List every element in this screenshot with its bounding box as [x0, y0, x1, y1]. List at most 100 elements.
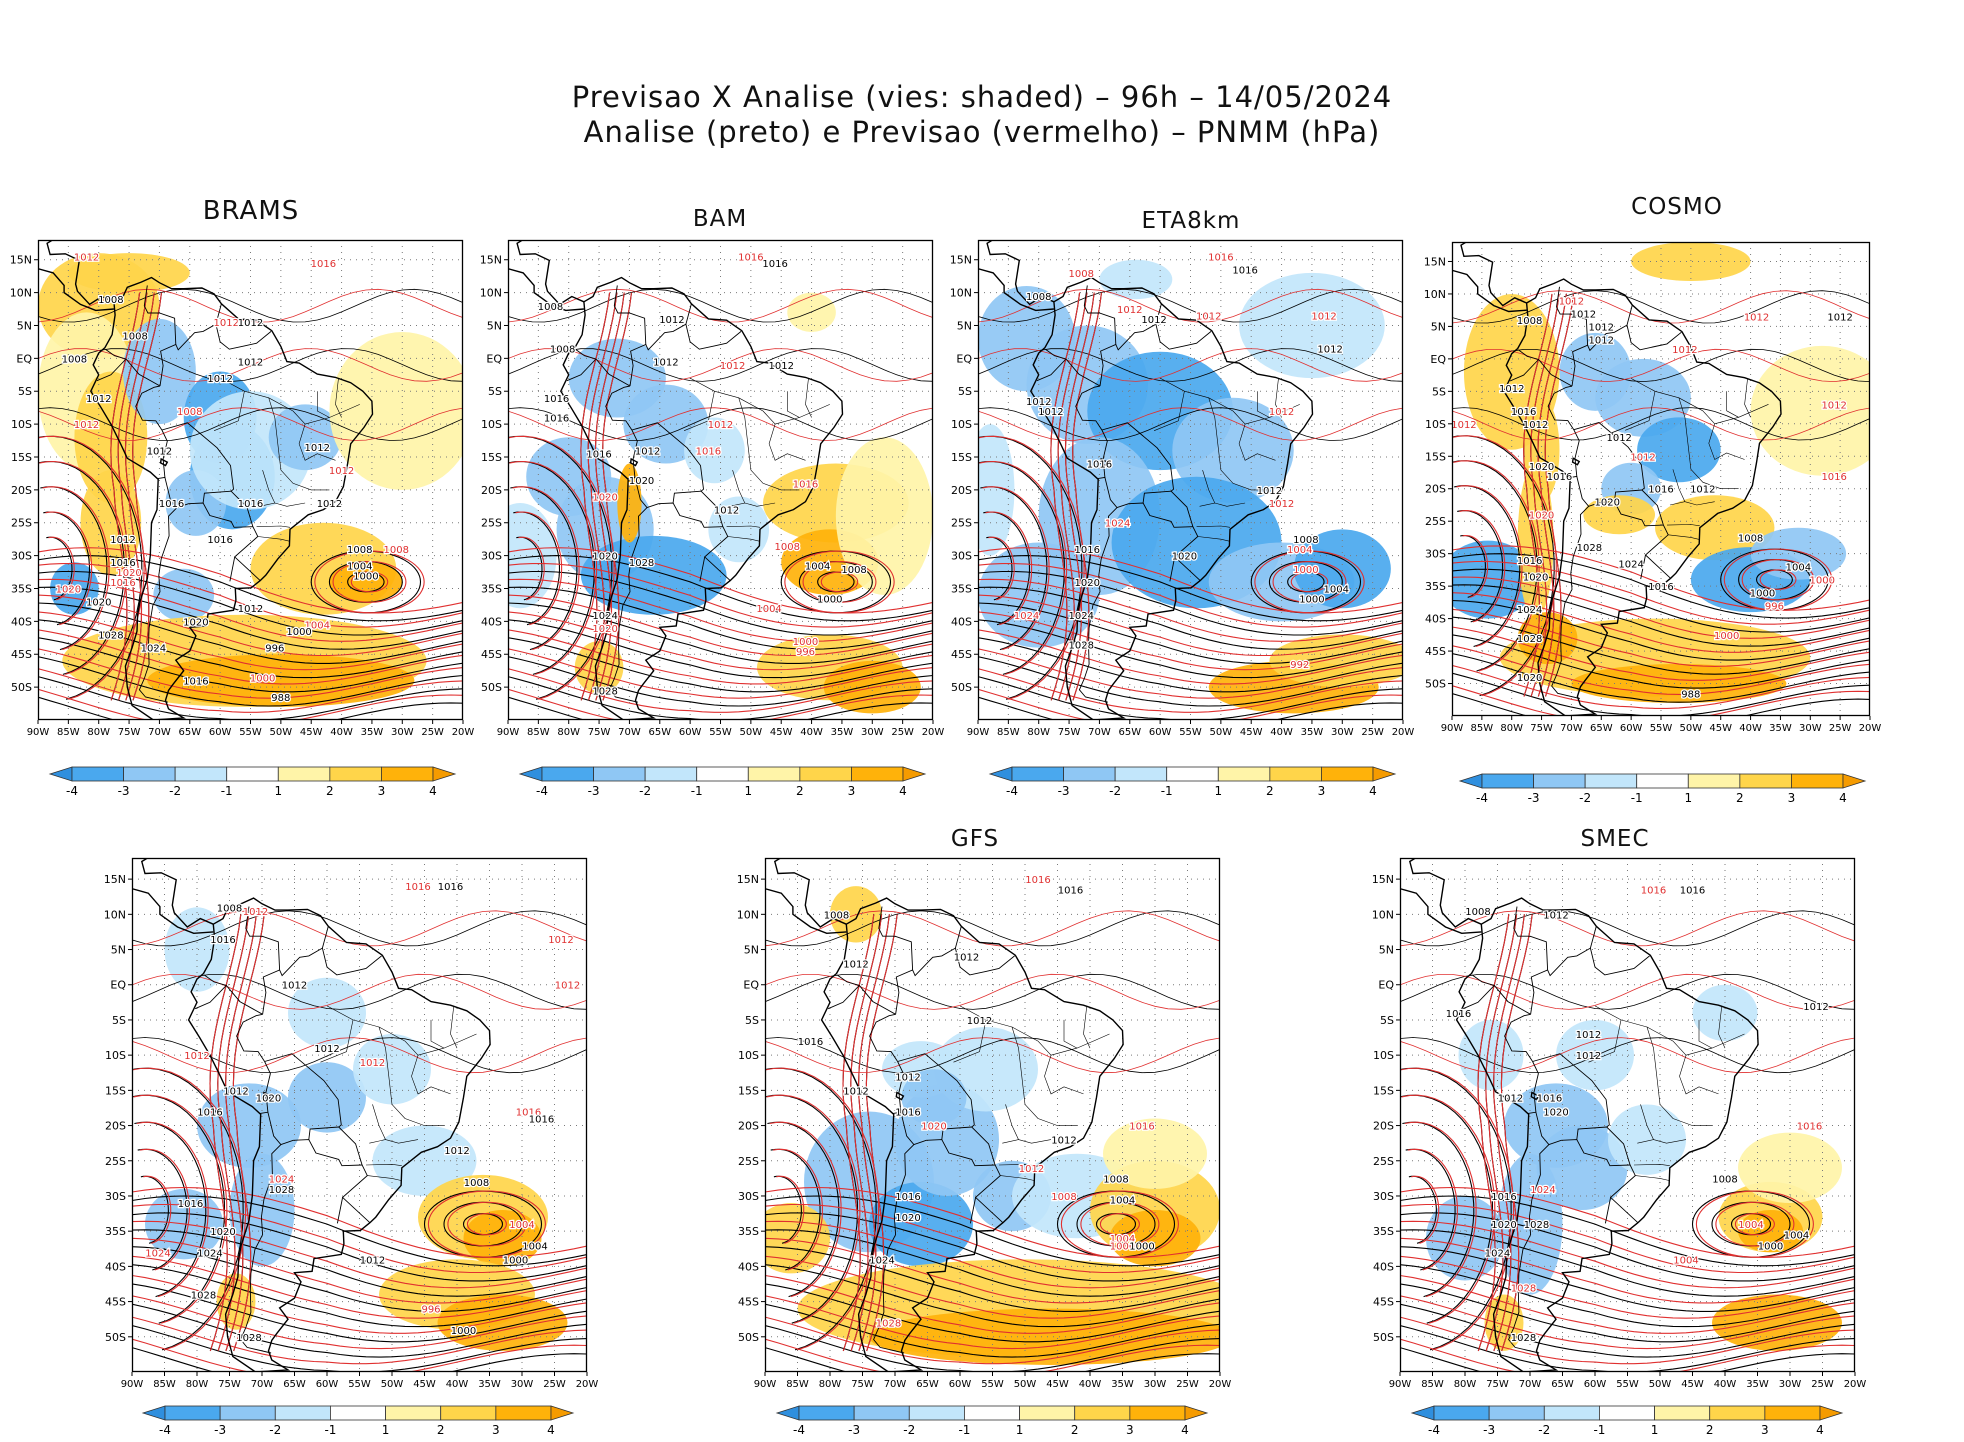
coastline	[765, 858, 1124, 1372]
panel-title-bam: BAM	[692, 206, 748, 232]
bias-shading	[1631, 242, 1751, 281]
lon-tick-label: 30W	[391, 727, 414, 738]
colorbar-label: -4	[536, 784, 548, 798]
colorbar-label: 1	[1684, 791, 1692, 805]
contour-label: 1028	[592, 686, 617, 697]
colorbar-segment	[1533, 773, 1586, 789]
colorbar-label: -3	[214, 1423, 226, 1437]
lon-tick-label: 30W	[1144, 1379, 1167, 1390]
contour-label: 1028	[1524, 1220, 1549, 1231]
contour-label: 1012	[1269, 407, 1294, 418]
lat-tick-label: 10S	[105, 1049, 126, 1062]
colorbar-label: 3	[848, 784, 856, 798]
map-frame	[37, 239, 464, 721]
contour-label: 1012	[74, 252, 99, 263]
colorbar-right-arrow	[1819, 1405, 1844, 1421]
lon-tick-label: 75W	[1486, 1379, 1509, 1390]
contour-label: 1012	[1576, 1051, 1601, 1062]
contour-label: 1004	[1784, 1231, 1809, 1242]
lon-tick-label: 20W	[452, 727, 475, 738]
lon-tick-label: 70W	[884, 1379, 907, 1390]
contour-label: 1016	[1129, 1122, 1154, 1133]
contour-label: 1012	[1821, 400, 1846, 411]
contour-label: 1004	[1323, 584, 1348, 595]
lat-tick-label: 10S	[1425, 418, 1446, 431]
contour-label: 1000	[286, 627, 311, 638]
lat-tick-label: 25S	[738, 1155, 759, 1168]
contour-label: 1012	[1499, 384, 1524, 395]
lat-tick-label: EQ	[1430, 353, 1446, 366]
colorbar-label: 1	[744, 784, 752, 798]
bias-shading	[1738, 1210, 1803, 1253]
lon-tick-label: 80W	[819, 1379, 842, 1390]
lat-tick-label: 45S	[738, 1296, 759, 1309]
colorbar-segment	[1481, 773, 1534, 789]
lat-tick-label: 15N	[10, 254, 32, 267]
contour-label: 1012	[1589, 322, 1614, 333]
colorbar-label: -4	[793, 1423, 805, 1437]
colorbar-segment	[964, 1405, 1020, 1421]
colorbar-segment	[329, 766, 382, 782]
lat-tick-label: 15S	[481, 451, 502, 464]
contour-label: 996	[421, 1305, 440, 1316]
colorbar-segment	[226, 766, 279, 782]
contour-label: 1016	[1641, 886, 1666, 897]
colorbar-label: -2	[639, 784, 651, 798]
lat-tick-label: 5S	[112, 1014, 126, 1027]
lon-tick-label: 25W	[1829, 723, 1852, 734]
contour-label: 1008	[550, 344, 575, 355]
lat-tick-label: 5S	[488, 385, 502, 398]
contour-label: 1016	[762, 259, 787, 270]
colorbar-segment	[71, 766, 124, 782]
colorbar-segment	[1321, 766, 1374, 782]
coastline	[508, 240, 844, 720]
colorbar-segment	[799, 766, 852, 782]
lon-tick-label: 50W	[270, 727, 293, 738]
colorbar-label: -4	[1476, 791, 1488, 805]
lat-tick-label: 30S	[1425, 548, 1446, 561]
contour-label: 1028	[1511, 1284, 1536, 1295]
lat-tick-label: EQ	[1378, 979, 1394, 992]
lon-tick-label: 65W	[648, 727, 671, 738]
colorbar-segment	[274, 1405, 331, 1421]
colorbar-left-arrow	[1410, 1405, 1435, 1421]
lat-tick-label: 25S	[1373, 1155, 1394, 1168]
contour-label: 1028	[1577, 543, 1602, 554]
lat-tick-label: 10S	[1373, 1049, 1394, 1062]
colorbar-gfs: -4 -3 -2 -1 1 2 3 4	[775, 1405, 1209, 1442]
colorbar-segment	[541, 766, 594, 782]
contour-label: 1024	[1618, 559, 1643, 570]
contour-label: 1012	[843, 960, 868, 971]
colorbar-label: -3	[848, 1423, 860, 1437]
colorbar-segment	[1709, 1405, 1766, 1421]
lat-tick-label: 30S	[951, 550, 972, 563]
lon-tick-label: 85W	[57, 727, 80, 738]
state-borders	[213, 377, 360, 542]
contour-label: 1016	[110, 578, 135, 589]
coastline	[1452, 242, 1782, 716]
lon-tick-label: 70W	[148, 727, 171, 738]
contour-label: 1028	[1517, 634, 1542, 645]
contour-label: 1012	[1498, 1093, 1523, 1104]
contour-label: 1024	[592, 611, 617, 622]
contour-label: 1016	[1537, 1093, 1562, 1104]
lon-tick-label: 20W	[576, 1379, 599, 1390]
lat-tick-label: 5N	[111, 944, 126, 957]
contour-label: 1008	[775, 542, 800, 553]
lon-tick-label: 90W	[754, 1379, 777, 1390]
lat-tick-label: 10S	[951, 418, 972, 431]
bias-shading	[1692, 984, 1758, 1042]
contour-label: 1000	[1299, 594, 1324, 605]
colorbar-segment	[1011, 766, 1064, 782]
contour-label: 1000	[1750, 589, 1775, 600]
lon-tick-label: 35W	[831, 727, 854, 738]
lon-tick-label: 75W	[588, 727, 611, 738]
lon-tick-label: 75W	[118, 727, 141, 738]
lat-tick-label: 45S	[1373, 1296, 1394, 1309]
contour-label: 1016	[1491, 1192, 1516, 1203]
colorbar-label: -1	[1161, 784, 1173, 798]
contour-label: 1012	[1543, 910, 1568, 921]
contour-label: 1012	[1571, 309, 1596, 320]
lat-tick-label: EQ	[956, 352, 972, 365]
contour-label: 1012	[1117, 305, 1142, 316]
